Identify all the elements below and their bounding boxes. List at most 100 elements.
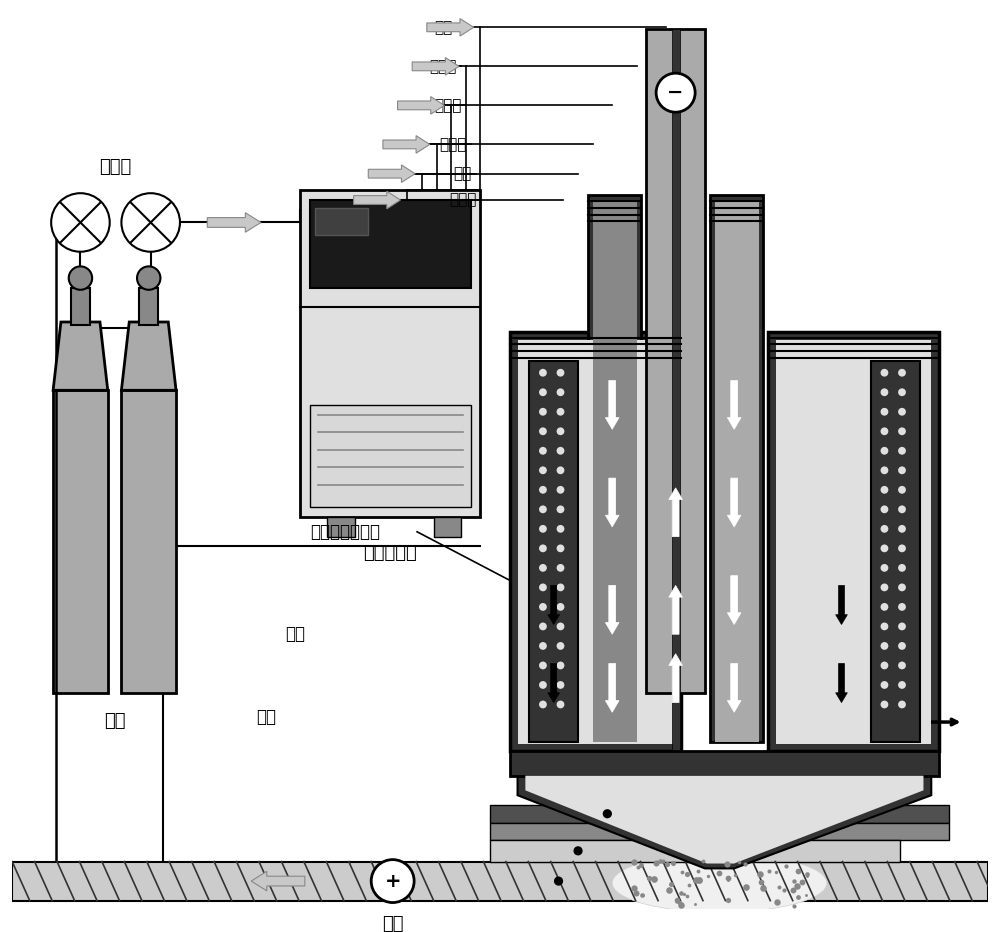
FancyArrow shape — [398, 97, 444, 114]
Circle shape — [557, 446, 564, 455]
Bar — [139, 288, 158, 325]
Circle shape — [557, 544, 564, 553]
Circle shape — [557, 583, 564, 591]
Circle shape — [557, 389, 564, 396]
Bar — [310, 200, 471, 288]
FancyArrow shape — [251, 871, 305, 891]
Bar — [768, 332, 939, 751]
Bar — [646, 29, 705, 692]
Circle shape — [539, 408, 547, 416]
Circle shape — [539, 662, 547, 669]
Polygon shape — [518, 775, 931, 869]
Circle shape — [898, 446, 906, 455]
Bar — [510, 332, 681, 751]
Circle shape — [898, 525, 906, 533]
Bar — [490, 823, 949, 840]
Circle shape — [557, 564, 564, 571]
Circle shape — [539, 369, 547, 377]
FancyArrow shape — [669, 487, 682, 537]
Circle shape — [557, 408, 564, 416]
Circle shape — [69, 267, 92, 290]
Circle shape — [555, 877, 562, 885]
Circle shape — [557, 623, 564, 630]
Text: 等离子设备: 等离子设备 — [363, 544, 417, 562]
Circle shape — [539, 564, 547, 571]
FancyArrow shape — [412, 58, 459, 75]
Circle shape — [656, 74, 695, 112]
Text: 保护气: 保护气 — [449, 193, 477, 208]
Circle shape — [881, 583, 888, 591]
Text: 氩气: 氩气 — [104, 712, 125, 731]
Circle shape — [539, 446, 547, 455]
Circle shape — [539, 466, 547, 474]
FancyArrow shape — [368, 165, 415, 183]
Circle shape — [898, 408, 906, 416]
FancyArrow shape — [836, 585, 847, 624]
Text: 阴极: 阴极 — [434, 20, 452, 34]
Bar — [327, 517, 355, 537]
Text: 粉末: 粉末 — [453, 166, 472, 181]
Circle shape — [881, 701, 888, 708]
Ellipse shape — [612, 854, 827, 912]
Circle shape — [539, 642, 547, 650]
Bar — [710, 195, 763, 742]
Circle shape — [898, 505, 906, 514]
Bar — [434, 517, 461, 537]
Bar — [588, 195, 641, 742]
Circle shape — [881, 486, 888, 494]
Circle shape — [898, 701, 906, 708]
Circle shape — [898, 681, 906, 689]
Circle shape — [51, 193, 110, 252]
Circle shape — [539, 486, 547, 494]
Circle shape — [898, 603, 906, 610]
FancyArrow shape — [548, 585, 560, 624]
Circle shape — [371, 859, 414, 902]
Circle shape — [881, 466, 888, 474]
Polygon shape — [53, 322, 108, 391]
Circle shape — [539, 428, 547, 435]
Circle shape — [539, 623, 547, 630]
Circle shape — [539, 505, 547, 514]
Circle shape — [881, 564, 888, 571]
Circle shape — [539, 525, 547, 533]
FancyArrow shape — [727, 478, 741, 527]
Circle shape — [539, 389, 547, 396]
FancyArrow shape — [605, 380, 619, 430]
Bar — [490, 805, 949, 823]
Circle shape — [881, 369, 888, 377]
Text: −: − — [667, 83, 684, 103]
Circle shape — [539, 681, 547, 689]
Text: +: + — [384, 871, 401, 891]
Circle shape — [881, 623, 888, 630]
Circle shape — [557, 466, 564, 474]
Bar — [12, 861, 988, 900]
Circle shape — [898, 428, 906, 435]
Circle shape — [557, 642, 564, 650]
Circle shape — [881, 603, 888, 610]
FancyArrow shape — [605, 664, 619, 712]
Bar — [310, 404, 471, 507]
Circle shape — [881, 408, 888, 416]
FancyArrow shape — [727, 664, 741, 712]
Circle shape — [539, 544, 547, 553]
Bar — [53, 391, 108, 692]
Text: 基体: 基体 — [256, 708, 276, 726]
FancyArrow shape — [605, 585, 619, 634]
Bar — [71, 288, 90, 325]
Circle shape — [121, 193, 180, 252]
FancyArrow shape — [669, 653, 682, 703]
Circle shape — [898, 642, 906, 650]
Circle shape — [539, 583, 547, 591]
Bar — [672, 29, 680, 751]
Bar — [593, 200, 637, 742]
Text: 阳极: 阳极 — [382, 915, 403, 932]
Circle shape — [898, 544, 906, 553]
Circle shape — [881, 662, 888, 669]
Circle shape — [557, 428, 564, 435]
Bar — [121, 391, 176, 692]
Bar — [871, 361, 920, 742]
Circle shape — [557, 525, 564, 533]
Circle shape — [881, 681, 888, 689]
Circle shape — [881, 428, 888, 435]
Bar — [490, 840, 900, 861]
